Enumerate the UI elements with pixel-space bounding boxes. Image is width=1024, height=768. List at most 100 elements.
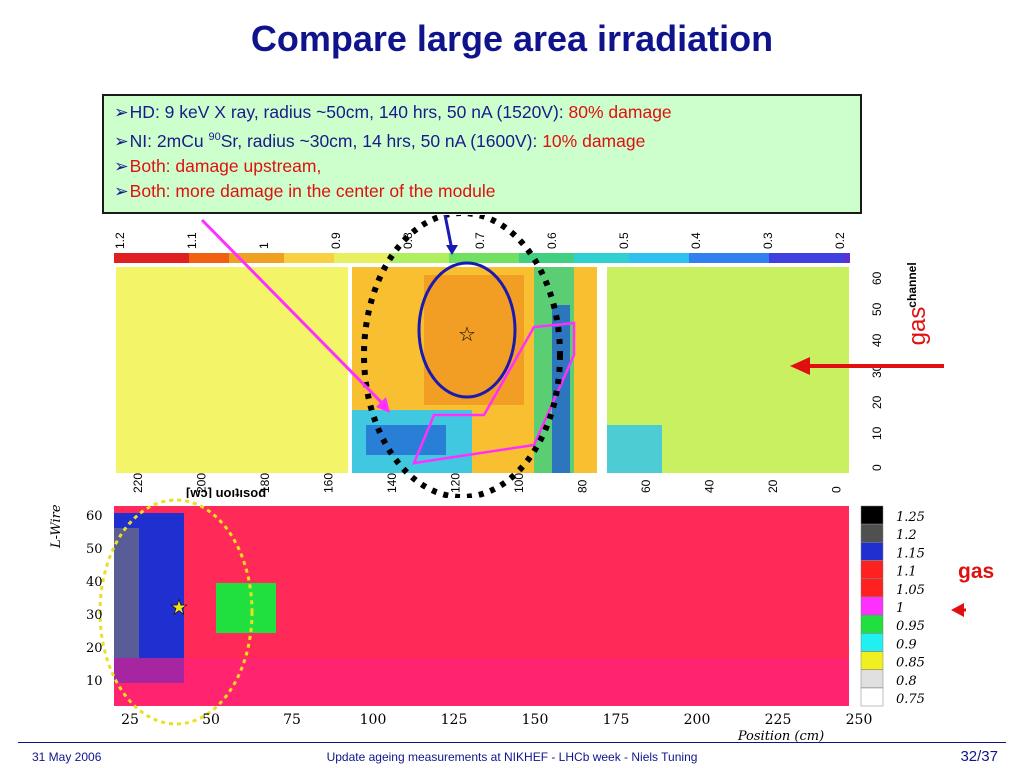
legend-swatch <box>860 505 884 525</box>
bullet-hd-damage: 80% damage <box>568 102 672 122</box>
top-scale-label: 0.6 <box>545 232 559 249</box>
bottom-x-label: Position (cm) <box>737 729 824 744</box>
bottom-y-tick: 20 <box>86 641 103 656</box>
bullet-ni-text-a: NI: 2mCu <box>129 130 209 151</box>
gas-label-top: gas <box>904 306 931 346</box>
bottom-y-tick: 30 <box>86 608 103 623</box>
top-scale-label: 1.1 <box>185 232 199 249</box>
bullet-both-upstream: ➢Both: damage upstream, <box>114 154 850 179</box>
bullet-hd-text: HD: 9 keV X ray, radius ~50cm, 140 hrs, … <box>129 102 569 122</box>
bullet-ni-sup: 90 <box>208 131 221 143</box>
legend-swatch <box>860 633 884 652</box>
bottom-x-tick: 100 <box>360 712 387 728</box>
damage-green-region <box>216 583 276 633</box>
top-x-tick: 160 <box>322 473 336 493</box>
bottom-y-tick: 60 <box>86 509 103 524</box>
slide-title: Compare large area irradiation <box>250 18 774 59</box>
legend-swatch <box>860 523 884 543</box>
bottom-heatmap: ★ L-Wire 60 50 40 30 20 10 25 50 75 100 125 150 175… <box>46 498 966 744</box>
top-scale-label: 0.5 <box>617 232 631 249</box>
bullet-ni-damage: 10% damage <box>542 130 646 151</box>
bullet-arrow-icon: ➢ <box>114 155 129 176</box>
bottom-x-tick: 125 <box>441 712 468 728</box>
top-scale-label: 0.7 <box>473 232 487 249</box>
gas-arrow-bottom-icon <box>951 603 964 617</box>
bottom-y-label: L-Wire <box>49 504 64 549</box>
top-x-tick: 200 <box>195 473 209 493</box>
footer-divider <box>18 742 1006 743</box>
top-x-tick: 220 <box>131 473 145 493</box>
top-y-tick: 0 <box>870 464 884 471</box>
legend-label: 1.2 <box>896 528 917 543</box>
legend-swatch <box>860 578 884 598</box>
legend-label: 0.9 <box>896 637 917 652</box>
page-number: 32/37 <box>960 748 998 765</box>
top-x-label: [wɔ] uoᴉʇᴉsod <box>186 485 266 500</box>
top-y-tick: 10 <box>870 426 884 440</box>
bottom-x-tick: 200 <box>684 712 711 728</box>
legend-label: 0.75 <box>896 692 925 707</box>
top-x-tick: 140 <box>385 473 399 493</box>
legend-swatch <box>860 614 884 634</box>
bullet-arrow-icon: ➢ <box>114 130 129 151</box>
top-heatmap: 1.2 1.1 1 0.9 0.8 0.7 0.6 0.5 0.4 0.3 0.2 220 200 18… <box>104 215 944 500</box>
top-x-tick: 80 <box>576 479 590 493</box>
top-x-tick: 0 <box>830 486 844 493</box>
legend-label: 1.05 <box>896 583 925 598</box>
legend-swatch <box>860 560 884 579</box>
top-scale-label: 0.4 <box>689 232 703 249</box>
top-scale-label: 1.2 <box>113 232 127 249</box>
top-x-tick: 120 <box>449 473 463 493</box>
blue-ellipse <box>417 261 517 399</box>
legend-swatch <box>860 596 884 616</box>
pink-arrow-icon <box>376 397 390 413</box>
legend-swatch <box>860 687 884 707</box>
legend-label: 1.25 <box>896 510 925 525</box>
top-scale-label: 0.3 <box>761 232 775 249</box>
legend-label: 1 <box>896 601 904 616</box>
dotted-ellipse-top <box>361 215 563 500</box>
footer-date: 31 May 2006 <box>32 750 102 764</box>
top-star-marker: ☆ <box>458 322 476 346</box>
top-y-label: channel <box>905 262 919 307</box>
legend-label: 0.95 <box>896 619 925 634</box>
bottom-y-tick: 10 <box>86 674 103 689</box>
top-x-tick: 40 <box>703 479 717 493</box>
legend-label: 1.1 <box>896 565 917 580</box>
bullet-both-center: ➢Both: more damage in the center of the … <box>114 179 850 204</box>
legend-swatch <box>860 651 884 670</box>
panel-left <box>116 267 348 473</box>
bottom-x-tick: 225 <box>765 712 792 728</box>
legend-label: 0.85 <box>896 656 925 671</box>
top-x-tick: 60 <box>639 479 653 493</box>
bottom-x-tick: 50 <box>202 712 220 728</box>
info-box: ➢HD: 9 keV X ray, radius ~50cm, 140 hrs,… <box>102 94 862 214</box>
legend-swatch <box>860 669 884 689</box>
gas-label-bottom: gas <box>958 560 995 583</box>
bottom-x-tick: 75 <box>283 712 301 728</box>
top-y-tick: 60 <box>870 271 884 285</box>
bottom-y-tick: 50 <box>86 542 103 557</box>
top-scale-label: 0.2 <box>833 232 847 249</box>
bullet-ni-text-b: Sr, radius ~30cm, 14 hrs, 50 nA (1600V): <box>220 130 543 151</box>
top-y-tick: 40 <box>870 333 884 347</box>
bottom-x-tick: 25 <box>121 712 139 728</box>
dotted-ellipse-bottom <box>98 498 254 726</box>
bottom-legend: 1.25 1.2 1.15 1.1 1.05 1 0.95 0.9 0.85 0.8 0.75 <box>860 505 925 707</box>
top-scale-labels: 1.2 1.1 1 0.9 0.8 0.7 0.6 0.5 0.4 0.3 0.2 <box>113 232 847 249</box>
legend-swatch <box>860 542 884 561</box>
top-x-tick: 20 <box>766 479 780 493</box>
top-scale-label: 0.9 <box>329 232 343 249</box>
bottom-x-tick: 175 <box>603 712 630 728</box>
legend-label: 1.15 <box>896 546 925 561</box>
legend-label: 0.8 <box>896 674 917 689</box>
bullet-arrow-icon: ➢ <box>114 102 129 122</box>
footer-title: Update ageing measurements at NIKHEF - L… <box>326 750 698 764</box>
bullet-both-center-text: Both: more damage in the center of the m… <box>129 180 496 201</box>
bottom-star-marker: ★ <box>170 595 188 619</box>
bottom-x-ticks: 25 50 75 100 125 150 175 200 225 250 <box>121 712 872 728</box>
top-color-scale <box>114 253 850 263</box>
magenta-outline <box>411 321 576 465</box>
bottom-y-ticks: 60 50 40 30 20 10 <box>86 509 103 689</box>
